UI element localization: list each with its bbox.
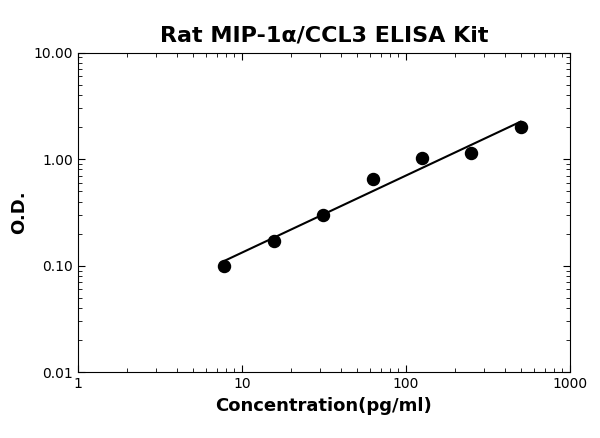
- Point: [319, 212, 328, 219]
- Point: [516, 124, 526, 131]
- X-axis label: Concentration(pg/ml): Concentration(pg/ml): [215, 397, 433, 415]
- Point: [466, 149, 476, 156]
- Point: [269, 238, 278, 245]
- Y-axis label: O.D.: O.D.: [10, 191, 28, 234]
- Point: [417, 155, 427, 162]
- Point: [368, 176, 377, 183]
- Title: Rat MIP-1α/CCL3 ELISA Kit: Rat MIP-1α/CCL3 ELISA Kit: [160, 25, 488, 46]
- Point: [220, 262, 229, 269]
